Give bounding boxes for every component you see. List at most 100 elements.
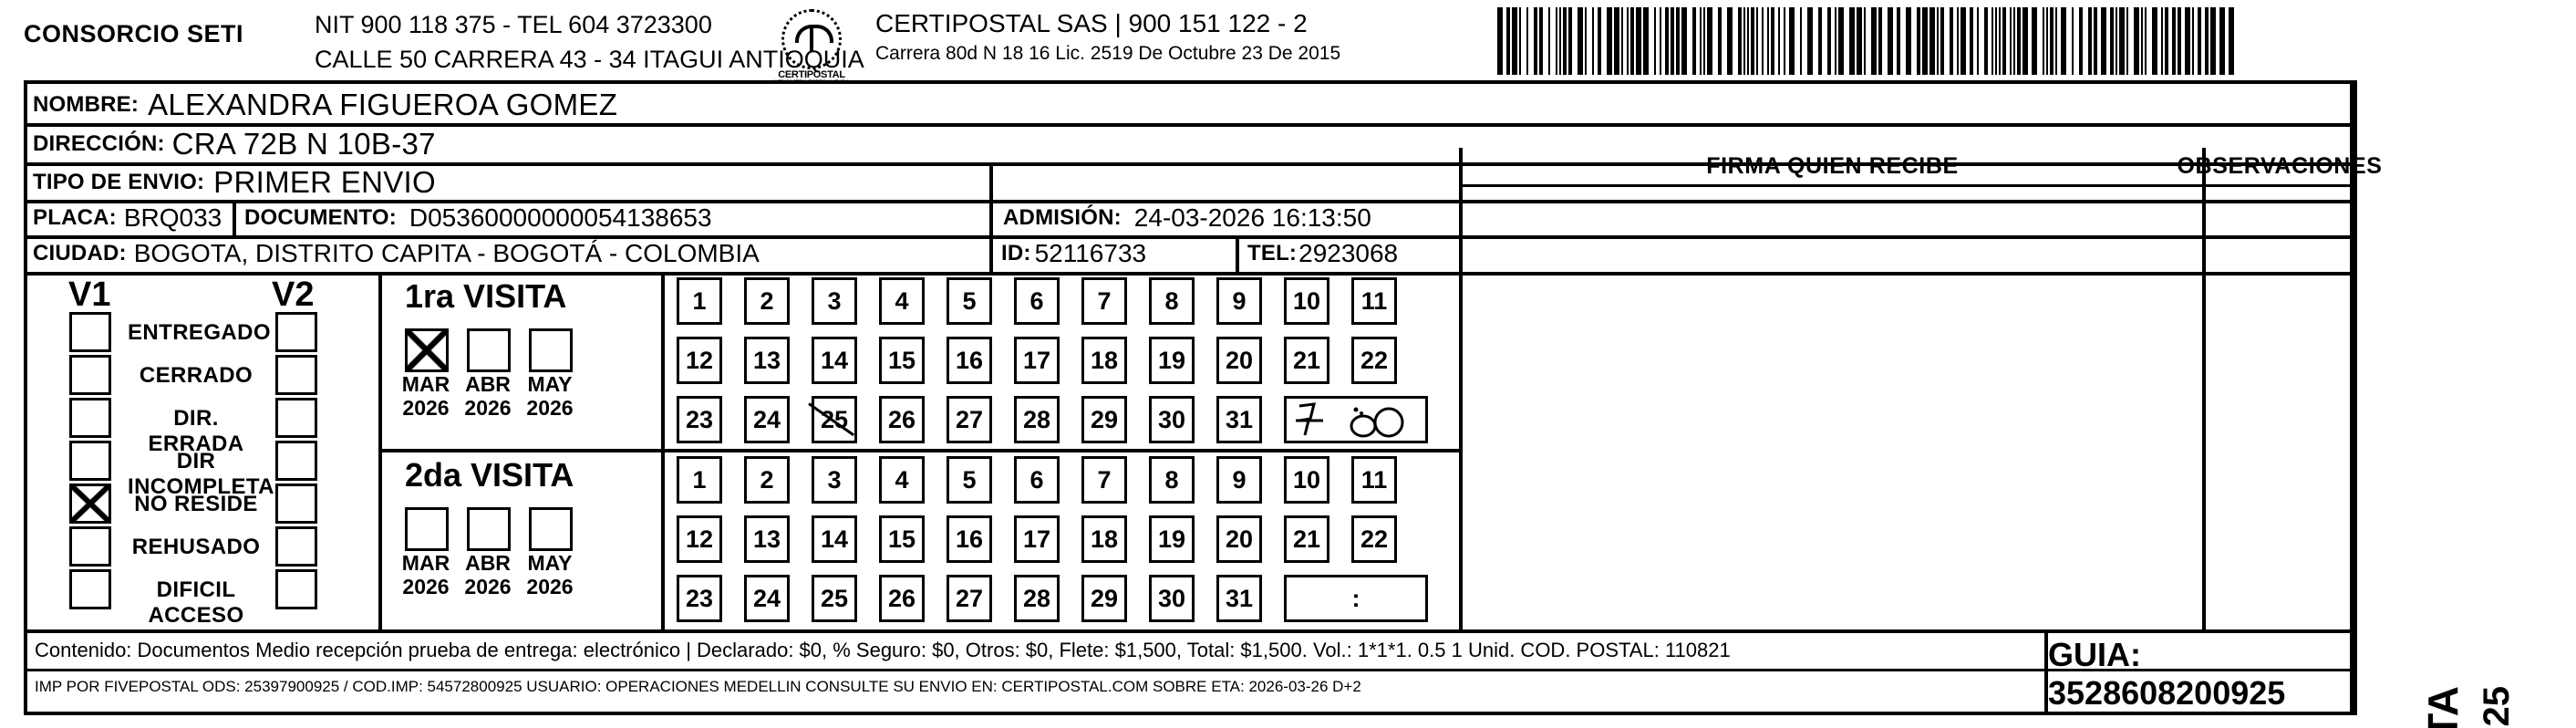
day-cell[interactable]: 6 (1014, 277, 1060, 325)
visit-2-month-label-may: MAY 2026 (526, 551, 574, 598)
day-cell[interactable]: 29 (1081, 575, 1127, 622)
day-cell[interactable]: 3 (812, 456, 857, 504)
visit-1-time-cell[interactable] (1284, 396, 1428, 443)
visit-1-month-checkbox-may[interactable] (529, 328, 573, 372)
day-cell[interactable]: 26 (879, 396, 925, 443)
day-cell[interactable]: 4 (879, 277, 925, 325)
day-cell[interactable]: 7 (1081, 456, 1127, 504)
day-cell[interactable]: 8 (1149, 277, 1195, 325)
v1-checkbox-dir-errada[interactable] (69, 398, 111, 438)
v1-checkbox-no-reside[interactable] (69, 484, 111, 524)
v2-checkbox-cerrado[interactable] (275, 355, 317, 395)
day-cell[interactable]: 18 (1081, 515, 1127, 563)
day-cell[interactable]: 11 (1351, 456, 1397, 504)
v2-checkbox-rehusado[interactable] (275, 526, 317, 567)
day-cell[interactable]: 28 (1014, 575, 1060, 622)
visit-2-month-checkbox-may[interactable] (529, 507, 573, 551)
v2-checkbox-dir-incompleta[interactable] (275, 441, 317, 481)
day-cell[interactable]: 27 (947, 396, 992, 443)
day-cell[interactable]: 15 (879, 515, 925, 563)
day-cell[interactable]: 30 (1149, 396, 1195, 443)
day-cell[interactable]: 14 (812, 337, 857, 384)
day-cell[interactable]: 20 (1216, 515, 1262, 563)
day-cell[interactable]: 2 (744, 456, 790, 504)
firma-signature-area[interactable] (1463, 187, 2202, 629)
visit-2-title: 2da VISITA (405, 456, 574, 494)
day-cell[interactable]: 25 (812, 575, 857, 622)
day-cell[interactable]: 5 (947, 277, 992, 325)
day-cell[interactable]: 12 (677, 337, 722, 384)
day-cell[interactable]: 18 (1081, 337, 1127, 384)
visit-1-month-checkbox-mar[interactable] (405, 328, 449, 372)
day-cell[interactable]: 24 (744, 396, 790, 443)
day-cell[interactable]: 9 (1216, 456, 1262, 504)
day-cell[interactable]: 8 (1149, 456, 1195, 504)
day-cell[interactable]: 22 (1351, 515, 1397, 563)
day-cell[interactable]: 20 (1216, 337, 1262, 384)
day-cell[interactable]: 31 (1216, 396, 1262, 443)
day-cell[interactable]: 31 (1216, 575, 1262, 622)
day-cell[interactable]: 10 (1284, 456, 1329, 504)
day-cell[interactable]: 9 (1216, 277, 1262, 325)
footer-imprint-line: IMP POR FIVEPOSTAL ODS: 25397900925 / CO… (35, 678, 1361, 695)
day-cell[interactable]: 17 (1014, 337, 1060, 384)
visit-2-time-cell[interactable]: : (1284, 575, 1428, 622)
day-cell[interactable]: 22 (1351, 337, 1397, 384)
day-cell[interactable]: 5 (947, 456, 992, 504)
visit-2-month-checkbox-abr[interactable] (467, 507, 511, 551)
day-cell[interactable]: 26 (879, 575, 925, 622)
v1-header: V1 (68, 276, 111, 314)
barcode-bars-icon (1497, 7, 2234, 75)
day-cell[interactable]: 24 (744, 575, 790, 622)
day-cell[interactable]: 28 (1014, 396, 1060, 443)
day-cell[interactable]: 19 (1149, 515, 1195, 563)
day-cell[interactable]: 14 (812, 515, 857, 563)
day-cell[interactable]: 3 (812, 277, 857, 325)
day-cell[interactable]: 16 (947, 337, 992, 384)
day-cell[interactable]: 15 (879, 337, 925, 384)
day-cell[interactable]: 10 (1284, 277, 1329, 325)
day-cell[interactable]: 11 (1351, 277, 1397, 325)
day-cell[interactable]: 2 (744, 277, 790, 325)
day-cell[interactable]: 1 (677, 456, 722, 504)
status-label: ENTREGADO (128, 320, 271, 345)
v2-checkbox-entregado[interactable] (275, 312, 317, 352)
day-cell[interactable]: 23 (677, 575, 722, 622)
v1-checkbox-entregado[interactable] (69, 312, 111, 352)
v1-checkbox-dir-incompleta[interactable] (69, 441, 111, 481)
day-cell[interactable]: 30 (1149, 575, 1195, 622)
status-label: CERRADO (139, 363, 253, 388)
v2-checkbox-no-reside[interactable] (275, 484, 317, 524)
day-cell[interactable]: 27 (947, 575, 992, 622)
day-cell[interactable]: 23 (677, 396, 722, 443)
tipo-envio-value: PRIMER ENVIO (213, 164, 436, 199)
v1-checkbox-cerrado[interactable] (69, 355, 111, 395)
nombre-row: NOMBRE: ALEXANDRA FIGUEROA GOMEZ (33, 88, 617, 122)
divider-ciudad-bottom (24, 272, 2354, 276)
day-cell[interactable]: 29 (1081, 396, 1127, 443)
day-cell[interactable]: 19 (1149, 337, 1195, 384)
day-cell[interactable]: 21 (1284, 515, 1329, 563)
day-cell[interactable]: 16 (947, 515, 992, 563)
day-cell[interactable]: 13 (744, 337, 790, 384)
day-cell[interactable]: 4 (879, 456, 925, 504)
v1-checkbox-dificil-acceso[interactable] (69, 569, 111, 609)
observaciones-area[interactable] (2206, 187, 2354, 629)
day-cell[interactable]: 17 (1014, 515, 1060, 563)
placa-label: PLACA: (33, 204, 117, 230)
v2-checkbox-dir-errada[interactable] (275, 398, 317, 438)
firma-header: FIRMA QUIEN RECIBE (1706, 152, 1959, 179)
v1-checkbox-rehusado[interactable] (69, 526, 111, 567)
divider-placa-bottom (24, 235, 2354, 239)
day-cell[interactable]: 6 (1014, 456, 1060, 504)
day-cell[interactable]: 13 (744, 515, 790, 563)
day-cell[interactable]: 25 (812, 396, 857, 443)
day-cell[interactable]: 1 (677, 277, 722, 325)
v2-checkbox-dificil-acceso[interactable] (275, 569, 317, 609)
day-cell[interactable]: 7 (1081, 277, 1127, 325)
status-label: NO RESIDE (134, 492, 258, 516)
visit-1-month-checkbox-abr[interactable] (467, 328, 511, 372)
visit-2-month-checkbox-mar[interactable] (405, 507, 449, 551)
day-cell[interactable]: 21 (1284, 337, 1329, 384)
day-cell[interactable]: 12 (677, 515, 722, 563)
